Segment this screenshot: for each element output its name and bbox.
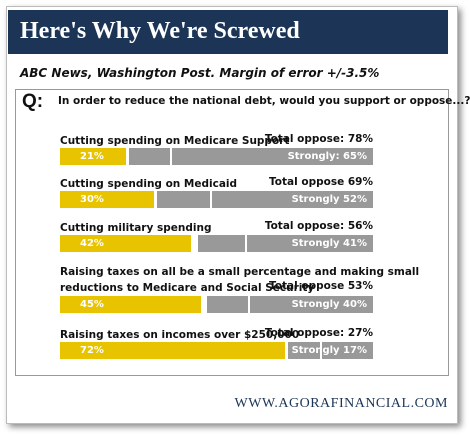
strongly-oppose-bar: [247, 296, 373, 313]
strongly-label: Strongly: 65%: [287, 151, 367, 162]
support-label: 45%: [80, 299, 104, 310]
strongly-label: Strongly 17%: [291, 345, 367, 356]
support-bar: [60, 235, 192, 252]
total-oppose-label: Total oppose: 78%: [264, 133, 373, 145]
strongly-label: Strongly 40%: [291, 299, 367, 310]
strongly-label: Strongly 52%: [291, 194, 367, 205]
strongly-oppose-bar: [319, 342, 373, 359]
support-label: 21%: [80, 151, 104, 162]
strongly-oppose-bar: [244, 235, 373, 252]
total-oppose-label: Total oppose: 56%: [264, 220, 373, 232]
support-label: 42%: [80, 238, 104, 249]
category-label: Cutting military spending: [60, 222, 212, 234]
category-label: Cutting spending on Medicare Support: [60, 135, 290, 147]
panel: [15, 89, 449, 376]
strongly-oppose-bar: [169, 148, 373, 165]
chart-title: Here's Why We're Screwed: [20, 18, 300, 44]
strongly-label: Strongly 41%: [291, 238, 367, 249]
support-bar: [60, 148, 126, 165]
footer: WWW.AGORAFINANCIAL.COM: [234, 396, 448, 411]
support-label: 72%: [80, 345, 104, 356]
total-oppose-label: Total oppose: 27%: [264, 327, 373, 339]
category-label: Cutting spending on Medicaid: [60, 178, 238, 190]
strongly-oppose-bar: [210, 191, 373, 208]
question-marker: Q:: [22, 91, 44, 112]
question: In order to reduce the national debt, wo…: [58, 95, 470, 107]
total-oppose-label: Total oppose 53%: [269, 280, 373, 292]
support-bar: [60, 342, 286, 359]
support-bar: [60, 296, 201, 313]
support-label: 30%: [80, 194, 104, 205]
category-label: Raising taxes on incomes over $250,000: [60, 329, 300, 341]
category-label: Raising taxes on all be a small percenta…: [60, 266, 420, 294]
total-oppose-label: Total oppose 69%: [269, 176, 373, 188]
title-bar: [8, 10, 448, 54]
support-bar: [60, 191, 154, 208]
subtitle: ABC News, Washington Post. Margin of err…: [20, 66, 380, 80]
